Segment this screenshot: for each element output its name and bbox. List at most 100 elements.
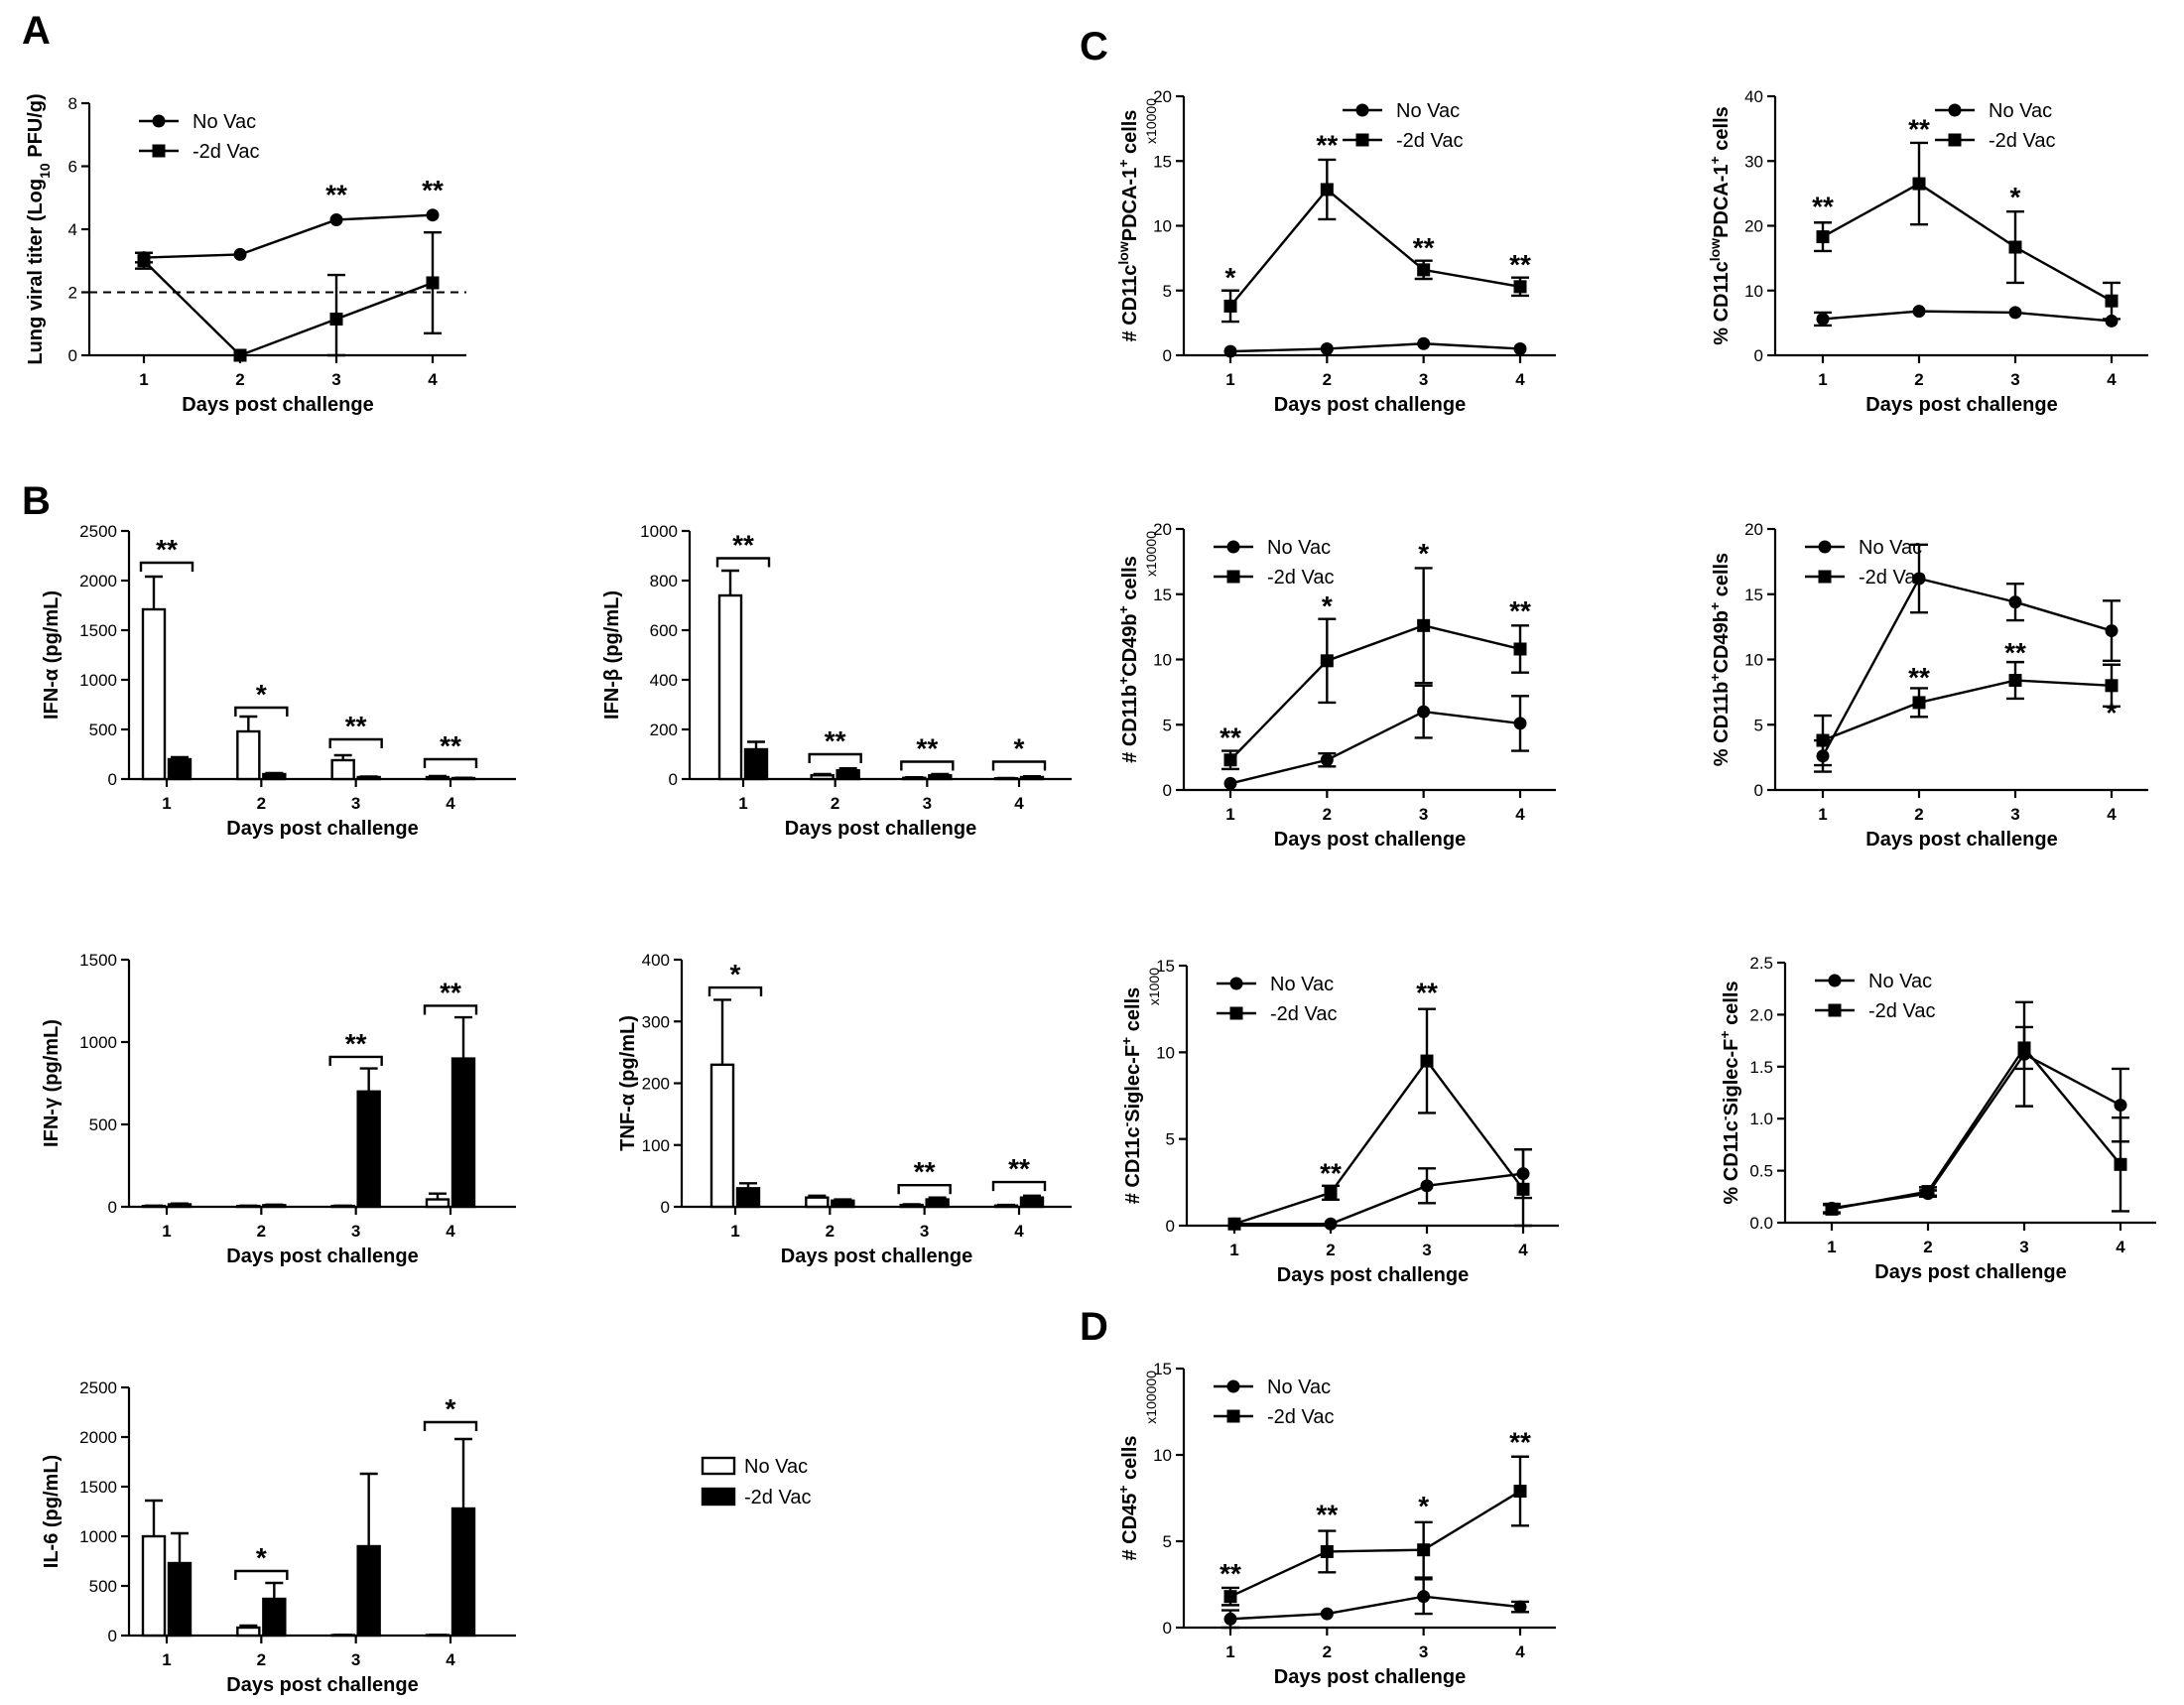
y-tick-label: 2.0 — [1749, 1005, 1773, 1024]
y-tick-label: 10 — [1744, 651, 1763, 670]
series-vac — [1227, 1007, 1532, 1231]
y-tick-label: 20 — [1744, 217, 1763, 236]
legend-label: -2d Vac — [1270, 1003, 1337, 1025]
legend-label: No Vac — [1396, 100, 1460, 122]
significance-star: ** — [422, 175, 444, 205]
significance-bracket: ** — [328, 711, 383, 748]
data-point — [1912, 572, 1926, 586]
x-tick-label: 1 — [1225, 1642, 1234, 1661]
series-vac — [167, 1015, 476, 1209]
data-point — [233, 348, 247, 362]
series-no-vac — [1814, 305, 2119, 328]
y-tick-label: 5 — [1163, 282, 1172, 301]
data-point — [1921, 1185, 1935, 1199]
data-point — [1223, 776, 1237, 790]
data-point — [1223, 299, 1237, 313]
bar — [425, 775, 450, 781]
panel-label-b: B — [22, 479, 51, 523]
significance-star: ** — [1812, 192, 1834, 222]
data-point — [1420, 1054, 1434, 1068]
chart-d: 0 5 10 15 1 2 3 4 Days post challenge # CD45+ cel… — [1115, 1360, 1556, 1688]
legend-label: No Vac — [1267, 1377, 1331, 1398]
legend-label: -2d Vac — [1859, 567, 1925, 589]
bracket-line — [707, 985, 763, 997]
y-tick-label: 15 — [1153, 152, 1172, 171]
legend-label: No Vac — [1267, 537, 1331, 559]
series-vac — [167, 755, 476, 781]
y-tick-label: 0 — [1163, 781, 1172, 800]
y-tick-label: 2500 — [79, 1378, 117, 1397]
significance-star: ** — [1008, 1153, 1030, 1184]
series-no-vac — [717, 569, 1019, 781]
legend: No Vac -2d Vac — [1214, 1377, 1334, 1428]
legend-label: -2d Vac — [1396, 130, 1463, 152]
x-tick-label: 2 — [1914, 370, 1923, 389]
significance-bracket: ** — [991, 1153, 1047, 1192]
x-tick-label: 1 — [738, 794, 747, 813]
data-point — [1912, 696, 1926, 710]
chart-c2: 0 10 20 30 40 1 2 3 4 Days post challenge % CD11cl… — [1707, 87, 2148, 416]
series-vac — [1221, 1455, 1529, 1607]
y-axis-label: TNF-α (pg/mL) — [617, 1015, 639, 1151]
legend-label: No Vac — [193, 111, 256, 133]
bar — [835, 769, 860, 781]
y-tick-label: 30 — [1744, 152, 1763, 171]
bar — [735, 1187, 761, 1209]
y-tick-label: 0 — [1163, 1619, 1172, 1638]
legend-label-vac: -2d Vac — [744, 1487, 811, 1508]
legend-marker — [1818, 570, 1832, 584]
series-vac — [743, 740, 1045, 781]
x-tick-label: 4 — [1518, 1241, 1528, 1259]
series-line — [1229, 1490, 1521, 1598]
series-line — [1229, 188, 1521, 308]
data-point — [2105, 679, 2119, 693]
x-tick-label: 1 — [1225, 370, 1234, 389]
y-tick-label: 200 — [642, 1075, 670, 1094]
x-tick-label: 3 — [923, 794, 932, 813]
significance-star: * — [256, 1542, 267, 1573]
x-tick-label: 2 — [1914, 805, 1923, 824]
data-point — [1420, 1179, 1434, 1193]
x-axis-label: Days post challenge — [226, 1246, 418, 1267]
series-line — [1831, 1052, 2121, 1210]
bar — [450, 1507, 476, 1638]
legend: No Vac -2d Vac — [1935, 100, 2055, 152]
y-tick-label: 1500 — [79, 621, 117, 640]
series-no-vac — [135, 208, 440, 265]
data-point — [1513, 1600, 1527, 1614]
significance-star: * — [256, 679, 267, 710]
x-tick-label: 1 — [730, 1222, 739, 1241]
y-tick-label: 10 — [1156, 1043, 1175, 1062]
panel-label-a: A — [22, 9, 51, 53]
chart-b3: 0 500 1000 1500 1 2 3 4 Days post challenge IFN-γ… — [41, 951, 516, 1267]
significance-star: ** — [1416, 978, 1438, 1008]
legend: No Vac -2d Vac — [1214, 537, 1334, 589]
x-tick-label: 3 — [2019, 1238, 2028, 1256]
legend-marker — [152, 114, 166, 128]
x-tick-label: 2 — [257, 1222, 266, 1241]
series-no-vac — [1223, 684, 1529, 790]
data-point — [2105, 624, 2119, 638]
series-line — [1234, 1172, 1524, 1226]
data-point — [1513, 717, 1527, 730]
data-point — [1513, 341, 1527, 355]
y-tick-label: 400 — [650, 671, 678, 690]
bracket-line — [991, 1180, 1047, 1192]
series-vac — [135, 230, 442, 362]
y-tick-label: 200 — [650, 721, 678, 739]
data-point — [1417, 263, 1431, 277]
significance-star: ** — [1316, 1500, 1338, 1530]
significance-star: ** — [1413, 232, 1435, 263]
y-tick-label: 4 — [68, 220, 77, 239]
bar — [330, 758, 355, 781]
legend-marker — [1226, 570, 1240, 584]
y-tick-label: 1500 — [79, 1478, 117, 1497]
bar — [925, 1198, 950, 1209]
bracket-line — [897, 1184, 952, 1195]
bar — [928, 774, 953, 781]
data-point — [1417, 336, 1431, 350]
data-point — [1223, 1590, 1237, 1604]
data-point — [1513, 280, 1527, 294]
data-point — [1816, 733, 1830, 747]
chart-b4: 0 100 200 300 400 1 2 3 4 Days post challenge TNF-… — [617, 951, 1072, 1267]
